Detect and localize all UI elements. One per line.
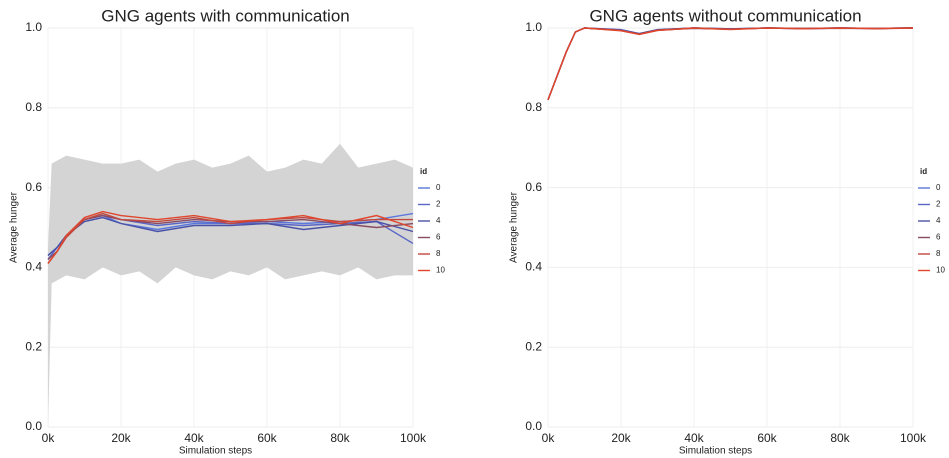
- legend-label: 10: [936, 266, 945, 275]
- legend-label: 8: [936, 249, 941, 258]
- y-axis-label: Average hunger: [509, 191, 520, 263]
- x-tick-label: 100k: [400, 431, 427, 445]
- x-tick-label: 60k: [757, 431, 777, 445]
- y-tick-label: 1.0: [25, 20, 42, 34]
- legend-label: 8: [436, 249, 441, 258]
- y-tick-label: 0.2: [25, 339, 42, 353]
- legend-label: 2: [936, 200, 941, 209]
- x-tick-label: 40k: [684, 431, 704, 445]
- y-tick-label: 1.0: [525, 20, 542, 34]
- chart-title: GNG agents with communication: [101, 6, 350, 25]
- y-tick-label: 0.4: [525, 260, 542, 274]
- y-tick-label: 0.2: [525, 339, 542, 353]
- legend-title: id: [920, 167, 927, 176]
- x-tick-label: 80k: [830, 431, 850, 445]
- y-tick-label: 0.6: [25, 180, 42, 194]
- spread-band: [48, 143, 413, 427]
- series-line: [547, 27, 914, 101]
- series-line: [547, 27, 914, 101]
- x-tick-label: 100k: [900, 431, 927, 445]
- legend-label: 0: [436, 183, 441, 192]
- legend-label: 4: [936, 216, 941, 225]
- y-tick-label: 0.6: [525, 180, 542, 194]
- series-line: [547, 27, 914, 101]
- legend-title: id: [420, 167, 427, 176]
- x-axis-label: Simulation steps: [179, 446, 252, 457]
- legend-label: 2: [436, 200, 441, 209]
- x-tick-label: 20k: [611, 431, 631, 445]
- x-tick-label: 80k: [330, 431, 350, 445]
- x-tick-label: 0k: [542, 431, 556, 445]
- x-axis-label: Simulation steps: [679, 446, 752, 457]
- y-tick-label: 0.8: [525, 100, 542, 114]
- y-tick-label: 0.0: [25, 419, 42, 433]
- y-axis-label: Average hunger: [9, 191, 20, 263]
- x-tick-label: 0k: [42, 431, 56, 445]
- legend-label: 4: [436, 216, 441, 225]
- series-line: [47, 210, 414, 264]
- x-tick-label: 60k: [257, 431, 277, 445]
- y-tick-label: 0.0: [525, 419, 542, 433]
- y-tick-label: 0.4: [25, 260, 42, 274]
- series-line: [47, 212, 413, 264]
- series-line: [547, 27, 914, 101]
- x-tick-label: 40k: [184, 431, 204, 445]
- legend-label: 6: [936, 233, 941, 242]
- legend-label: 6: [436, 233, 441, 242]
- series-line: [547, 27, 914, 101]
- y-tick-label: 0.8: [25, 100, 42, 114]
- chart-title: GNG agents without communication: [589, 6, 861, 25]
- legend-label: 0: [936, 183, 941, 192]
- legend-label: 10: [436, 266, 445, 275]
- series-line: [547, 27, 914, 101]
- x-tick-label: 20k: [111, 431, 131, 445]
